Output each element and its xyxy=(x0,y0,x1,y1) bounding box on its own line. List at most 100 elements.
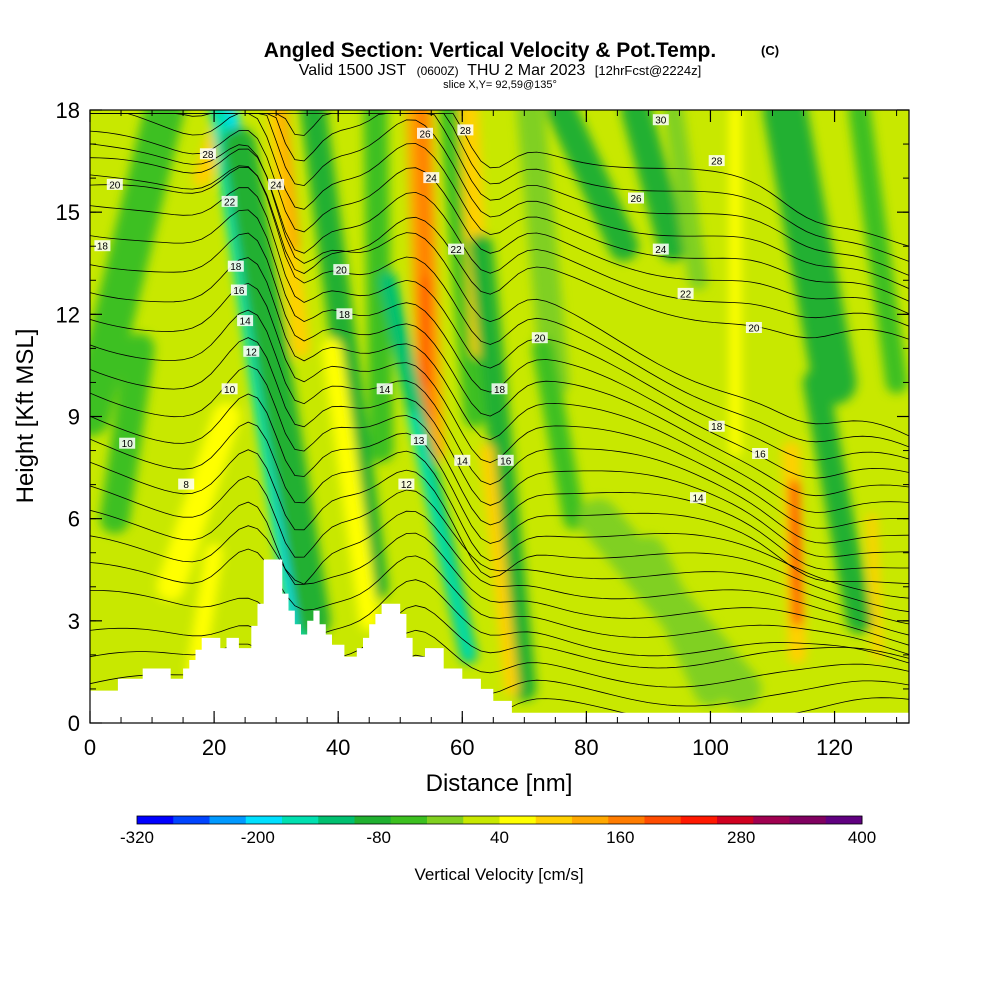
velocity-blob xyxy=(791,515,800,590)
contour-label-text: 18 xyxy=(97,242,109,253)
contour-label: 20 xyxy=(531,332,548,345)
contour-label: 18 xyxy=(708,420,725,433)
colorbar-swatch xyxy=(390,816,428,824)
theta-contour-line xyxy=(90,579,909,664)
chart-title: Angled Section: Vertical Velocity & Pot.… xyxy=(264,39,716,62)
contour-label: 18 xyxy=(336,308,353,321)
velocity-blob xyxy=(621,110,689,262)
contour-label: 8 xyxy=(178,478,195,491)
colorbar-swatch xyxy=(137,816,174,824)
contour-label: 18 xyxy=(227,260,244,273)
x-axis-label: Distance [nm] xyxy=(426,770,573,797)
theta-contour-line xyxy=(90,166,909,340)
contour-label: 12 xyxy=(398,478,415,491)
contour-label-text: 10 xyxy=(122,439,134,450)
velocity-blob xyxy=(438,110,486,428)
velocity-blob xyxy=(156,402,241,601)
theta-contour-line xyxy=(90,309,909,544)
chart-title-unit: (C) xyxy=(761,43,779,58)
contour-label-text: 22 xyxy=(451,245,463,256)
velocity-field xyxy=(90,110,908,709)
colorbar-tick-label: 160 xyxy=(606,828,634,847)
colorbar-frame xyxy=(136,815,863,825)
colorbar-swatch xyxy=(245,816,283,824)
contour-labels: 20 18 28 22 18 16 14 12 10 10 8 24 20 18 14 13 12 26 28 24 2… xyxy=(94,114,769,505)
velocity-blob xyxy=(468,234,537,701)
colorbar-swatch xyxy=(753,816,790,824)
x-tick-label: 120 xyxy=(816,735,853,760)
colorbar-swatch xyxy=(463,816,500,824)
subtitle-forecast: [12hrFcst@2224z] xyxy=(595,63,701,78)
contour-label: 20 xyxy=(745,322,762,335)
contour-label: 28 xyxy=(199,148,216,161)
colorbar-swatch xyxy=(717,816,754,824)
slice-label: slice X,Y= 92,59@135° xyxy=(443,79,557,91)
contour-label-text: 16 xyxy=(233,286,245,297)
colorbar-tick-label: -200 xyxy=(241,828,275,847)
theta-contour-line xyxy=(90,148,909,327)
contour-label-text: 18 xyxy=(339,310,351,321)
theta-contour-line xyxy=(90,605,909,669)
contour-label-text: 12 xyxy=(246,347,258,358)
velocity-blob xyxy=(546,110,639,262)
contour-label: 22 xyxy=(448,243,465,256)
velocity-blob xyxy=(531,337,585,530)
colorbar-swatch xyxy=(427,816,464,824)
contour-label: 24 xyxy=(652,243,669,256)
contour-label: 28 xyxy=(457,124,474,137)
y-tick-label: 18 xyxy=(56,98,80,123)
y-tick-label: 12 xyxy=(56,302,80,327)
contour-label-text: 18 xyxy=(711,422,723,433)
contour-label-text: 24 xyxy=(426,174,438,185)
colorbar-tick-label: 400 xyxy=(848,828,876,847)
contour-label-text: 28 xyxy=(202,150,214,161)
y-tick-label: 15 xyxy=(56,200,80,225)
colorbar-swatch xyxy=(499,816,537,824)
colorbar-label: Vertical Velocity [cm/s] xyxy=(414,865,583,884)
contour-label-text: 14 xyxy=(457,456,469,467)
contour-label-text: 16 xyxy=(755,450,767,461)
velocity-blob xyxy=(277,110,300,252)
x-tick-label: 100 xyxy=(692,735,729,760)
colorbar-swatch xyxy=(825,816,863,824)
contour-label: 14 xyxy=(237,315,254,328)
contour-label-text: 26 xyxy=(419,129,431,140)
subtitle-date: THU 2 Mar 2023 xyxy=(467,62,585,79)
contour-label-text: 22 xyxy=(680,289,692,300)
theta-contour-line xyxy=(90,165,909,448)
contour-label: 26 xyxy=(417,127,433,140)
theta-contour-line xyxy=(90,548,909,655)
contour-label-text: 18 xyxy=(230,262,242,273)
colorbar-tick-label: -80 xyxy=(366,828,391,847)
contour-label-text: 8 xyxy=(183,480,189,491)
contour-label: 28 xyxy=(708,155,725,168)
contour-label: 24 xyxy=(268,178,285,191)
contour-label: 18 xyxy=(491,383,508,396)
velocity-blob xyxy=(321,338,380,631)
x-tick-label: 20 xyxy=(202,735,226,760)
contour-label-text: 24 xyxy=(271,180,283,191)
contour-label-text: 13 xyxy=(413,436,425,447)
contour-label-text: 28 xyxy=(711,157,723,168)
colorbar-swatch xyxy=(789,816,827,824)
theta-contour-line xyxy=(90,421,909,599)
colorbar-tick-label: 40 xyxy=(490,828,509,847)
contour-label-text: 10 xyxy=(224,385,236,396)
subtitle-zulu: (0600Z) xyxy=(417,64,459,78)
contour-label-text: 14 xyxy=(240,317,252,328)
velocity-blob xyxy=(90,110,185,437)
theta-contour-line xyxy=(90,113,909,302)
theta-contour-line xyxy=(90,143,909,437)
theta-contour-line xyxy=(90,113,909,247)
contour-label: 16 xyxy=(752,448,769,461)
contour-label: 16 xyxy=(497,454,514,467)
theta-contour-line xyxy=(90,393,909,584)
colorbar-swatch xyxy=(173,816,210,824)
velocity-blob xyxy=(866,513,883,660)
contour-label-text: 28 xyxy=(460,126,472,137)
chart-subtitle: Valid 1500 JST (0600Z) THU 2 Mar 2023 [1… xyxy=(299,62,701,79)
colorbar-swatch xyxy=(644,816,682,824)
theta-contour-line xyxy=(90,525,909,646)
contour-label: 22 xyxy=(221,195,238,208)
